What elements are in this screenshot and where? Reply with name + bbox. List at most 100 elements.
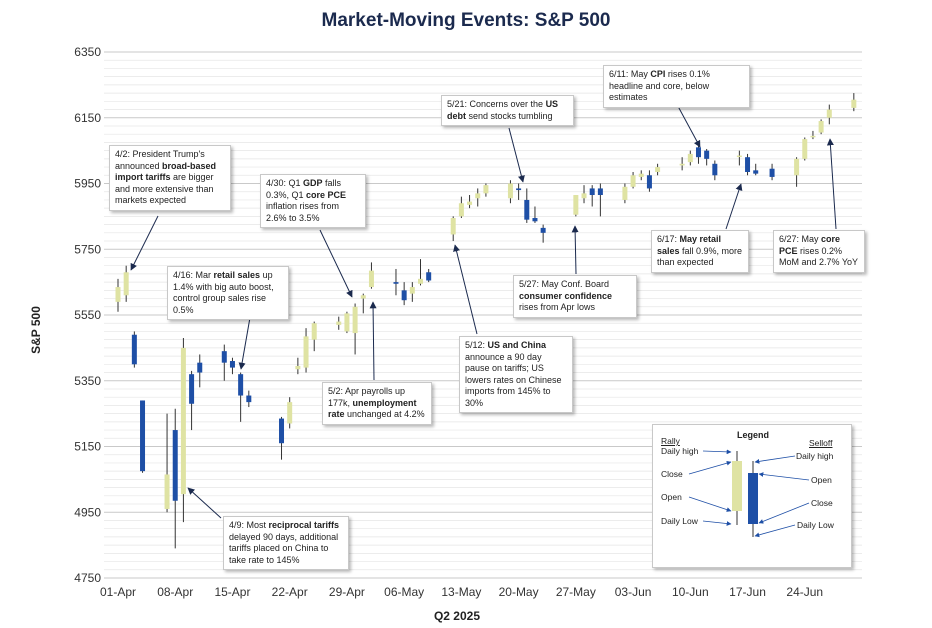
candle [336, 316, 342, 330]
annotation-text: reciprocal tariffs [268, 520, 340, 530]
callout-arrow [187, 487, 222, 519]
y-axis-label: S&P 500 [29, 306, 43, 354]
y-tick-label: 4950 [74, 505, 101, 519]
candle-body-rally [352, 306, 358, 334]
candle-body-rally [418, 278, 424, 284]
x-tick-label: 08-Apr [157, 585, 193, 599]
annotation-text: 4/9: Most [229, 520, 269, 530]
candle [802, 137, 808, 161]
annotation-apr9: 4/9: Most reciprocal tariffs delayed 90 … [223, 516, 349, 570]
annotation-text: consumer confidence [519, 290, 613, 301]
candle [189, 370, 195, 431]
candle-body-selloff [695, 147, 701, 158]
candle-body-selloff [140, 400, 146, 472]
candle [140, 400, 146, 473]
candle [393, 268, 399, 296]
candle-body-rally [638, 173, 644, 177]
candle [246, 390, 252, 408]
y-tick-label: 5950 [74, 177, 101, 191]
legend-title: Legend [737, 430, 770, 440]
chart-title: Market-Moving Events: S&P 500 [321, 10, 611, 31]
annotation-jun17: 6/17: May retail sales fall 0.9%, more t… [651, 230, 749, 273]
candle [524, 188, 530, 223]
callout-arrow [453, 244, 478, 335]
candle-body-selloff [524, 199, 530, 220]
candle [123, 265, 129, 302]
candle [589, 185, 595, 207]
candle [368, 262, 374, 289]
legend-selloff-label: Selloff [809, 438, 833, 448]
legend-rally-close: Close [661, 469, 683, 479]
candle [360, 293, 366, 314]
annotation-text: unemployment rate [328, 397, 417, 420]
x-tick-label: 27-May [556, 585, 596, 599]
annotation-text: core PCE [306, 189, 347, 200]
candle [311, 321, 317, 352]
annotation-text: 6/11: May [609, 69, 651, 79]
candle [573, 195, 579, 217]
annotation-text: 5/2: Apr payrolls up 177k, [328, 386, 406, 408]
candle [287, 397, 293, 429]
annotation-may2: 5/2: Apr payrolls up 177k, unemployment … [322, 382, 432, 425]
candle [229, 357, 235, 375]
candle [679, 157, 685, 171]
legend-rally-high: Daily high [661, 446, 699, 456]
legend-selloff-high: Daily high [796, 451, 834, 461]
candle [303, 328, 309, 373]
annotation-text: 6/27: May [779, 234, 822, 244]
x-axis-label: Q2 2025 [434, 609, 480, 623]
candle-body-rally [336, 321, 342, 325]
candle [622, 183, 628, 204]
candle [238, 372, 244, 422]
annotation-text: core PCE [779, 234, 841, 256]
candle-body-selloff [279, 418, 285, 444]
candle [704, 148, 710, 166]
candle-body-selloff [753, 170, 759, 174]
legend-rally-label: Rally [661, 436, 680, 446]
candle-body-selloff [197, 362, 203, 373]
candle-body-selloff [646, 175, 652, 189]
candle [197, 354, 203, 388]
y-tick-label: 5350 [74, 374, 101, 388]
annotation-text: delayed 90 days, additional tariffs plac… [229, 531, 339, 565]
candle [426, 268, 432, 283]
candle [344, 311, 350, 334]
candle [507, 180, 513, 204]
candle [794, 157, 800, 187]
candle-body-rally [581, 193, 587, 199]
candle-body-rally [687, 153, 693, 163]
candle [851, 93, 857, 112]
candle-body-rally [810, 135, 816, 138]
candle [769, 163, 775, 181]
callout-arrow [369, 301, 377, 381]
candle [655, 163, 661, 176]
annotation-text: rises 0.1% headline and core, below esti… [609, 69, 710, 102]
legend-rally-open: Open [661, 492, 682, 502]
callout-arrow [571, 225, 579, 275]
candle-body-selloff [426, 272, 432, 281]
legend-selloff-low: Daily Low [797, 520, 834, 530]
x-tick-label: 22-Apr [272, 585, 308, 599]
candle-body-rally [507, 183, 513, 199]
x-tick-label: 15-Apr [214, 585, 250, 599]
candle-body-rally [180, 347, 186, 495]
candle-body-rally [458, 203, 464, 217]
candle-body-selloff [189, 374, 195, 404]
candle-body-selloff [221, 351, 227, 363]
candle [712, 160, 718, 181]
candle-body-selloff [246, 395, 252, 403]
candle-body-selloff [540, 227, 546, 233]
annotation-text: US debt [447, 99, 559, 121]
candle [409, 282, 415, 302]
candle-body-selloff [589, 188, 595, 196]
candle-body-selloff [704, 150, 710, 159]
annotation-text: unchanged at 4.2% [344, 409, 425, 419]
candle [810, 130, 816, 140]
x-tick-label: 20-May [499, 585, 539, 599]
x-tick-label: 03-Jun [615, 585, 652, 599]
candle [687, 150, 693, 166]
annotation-text: send stocks tumbling [466, 110, 553, 121]
annotation-text: GDP [303, 178, 323, 188]
candle [164, 413, 170, 513]
candle-body-rally [295, 365, 301, 370]
